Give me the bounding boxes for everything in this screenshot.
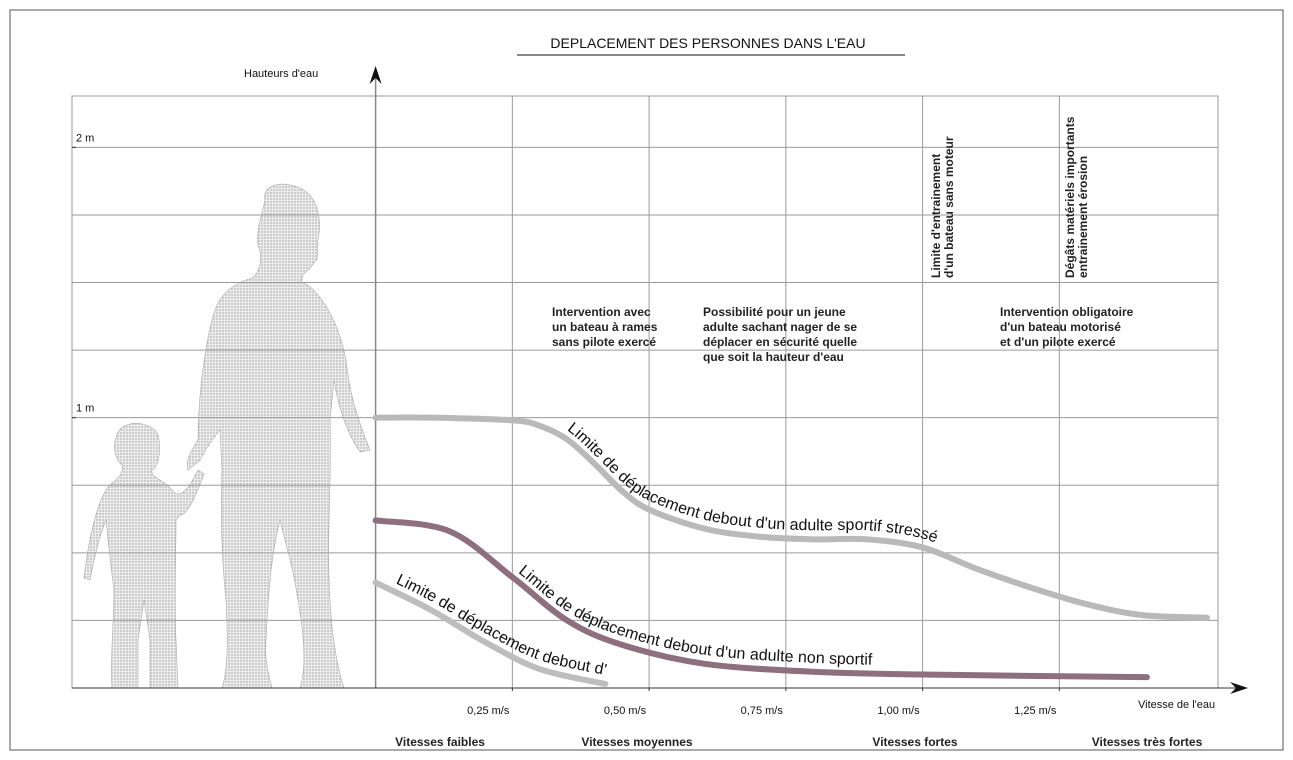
y-axis-arrow: [369, 66, 382, 84]
x-tick-label: 1,00 m/s: [877, 705, 920, 717]
series-label: Limite de déplacement debout d'un adulte…: [564, 420, 940, 547]
annotation: sans pilote exercé: [552, 335, 656, 349]
annotation: d'un bateau sans moteur: [942, 136, 956, 278]
annotation: et d'un pilote exercé: [1000, 335, 1116, 349]
annotation: adulte sachant nager de se: [703, 320, 857, 334]
annotation: entrainement érosion: [1076, 156, 1090, 278]
x-tick-label: 1,25 m/s: [1014, 705, 1057, 717]
annotation: déplacer en sécurité quelle: [703, 335, 857, 349]
annotation: que soit la hauteur d'eau: [703, 350, 844, 364]
silhouettes: [83, 184, 371, 689]
frame: [9, 9, 1284, 751]
zone-label: Vitesses fortes: [872, 735, 957, 749]
chart-title: DEPLACEMENT DES PERSONNES DANS L'EAU: [550, 35, 865, 51]
zone-label: Vitesses faibles: [395, 735, 485, 749]
legend-label: Limite de déplacement debout d'un adulte…: [564, 420, 940, 547]
series-line: [372, 579, 609, 687]
x-tick-label: 0,50 m/s: [604, 705, 647, 717]
y-tick-label: 2 m: [76, 132, 94, 144]
y-tick-label: 1 m: [76, 403, 94, 415]
zone-label: Vitesses moyennes: [581, 735, 693, 749]
y-axis-label: Hauteurs d'eau: [244, 68, 318, 80]
zone-label: Vitesses très fortes: [1092, 735, 1203, 749]
x-axis-arrow: [1230, 682, 1248, 694]
series-label: Limite de déplacement debout d'un adulte…: [515, 562, 873, 668]
annotation: Possibilité pour un jeune: [703, 305, 846, 319]
annotation: d'un bateau motorisé: [1000, 320, 1121, 334]
x-tick-label: 0,75 m/s: [741, 705, 784, 717]
annotation: Dégâts matériels importants: [1063, 116, 1077, 278]
annotation: Intervention obligatoire: [1000, 305, 1134, 319]
label-guide: [376, 408, 1207, 608]
annotation: un bateau à rames: [552, 320, 658, 334]
x-tick-label: 0,25 m/s: [467, 705, 510, 717]
annotation: Limite d'entrainement: [929, 154, 943, 278]
x-axis-label: Vitesse de l'eau: [1138, 699, 1215, 711]
legend-label: Limite de déplacement debout d'un adulte…: [515, 562, 873, 668]
series-line: [372, 517, 1150, 681]
series-line: [372, 414, 1211, 621]
annotation: Intervention avec: [552, 305, 651, 319]
